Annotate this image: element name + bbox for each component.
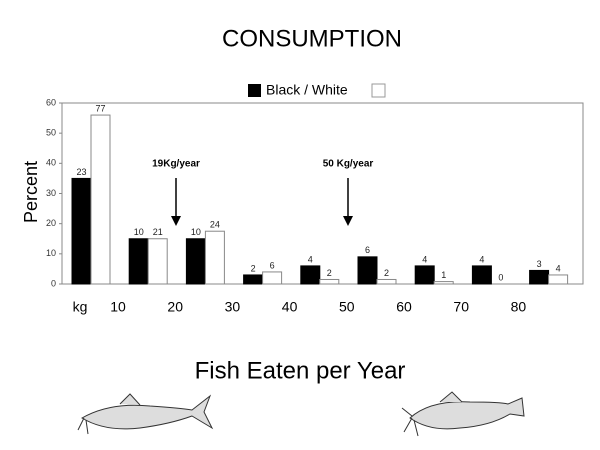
x-tick-label: 70 xyxy=(453,299,469,315)
data-label: 3 xyxy=(537,259,542,269)
bar xyxy=(90,114,111,285)
data-label: 23 xyxy=(76,167,86,177)
fish-illustration xyxy=(77,393,214,435)
x-tick-label: 60 xyxy=(396,299,412,315)
bar xyxy=(243,274,264,285)
bar xyxy=(433,281,454,285)
bar xyxy=(319,278,340,285)
bar xyxy=(185,238,206,285)
y-axis-label: Percent xyxy=(21,161,41,223)
legend-swatch xyxy=(248,84,261,97)
data-label: 77 xyxy=(95,103,105,113)
y-tick-label: 50 xyxy=(46,128,56,138)
chart-title: CONSUMPTION xyxy=(222,25,402,52)
x-axis-title: Fish Eaten per Year xyxy=(195,357,406,384)
y-tick-label: 60 xyxy=(46,97,56,107)
annotation: 19Kg/year xyxy=(152,159,200,170)
legend-label: Black / White xyxy=(266,82,348,98)
data-label: 6 xyxy=(270,260,275,270)
data-label: 21 xyxy=(153,227,163,237)
x-tick-label: 30 xyxy=(225,299,241,315)
bar xyxy=(300,265,321,285)
x-tick-label: 50 xyxy=(339,299,355,315)
data-label: 2 xyxy=(384,268,389,278)
data-label: 2 xyxy=(251,263,256,273)
x-tick-label: 80 xyxy=(511,299,527,315)
bar xyxy=(262,271,283,285)
y-tick-label: 0 xyxy=(51,278,56,288)
data-label: 4 xyxy=(422,254,427,264)
y-tick-label: 10 xyxy=(46,248,56,258)
y-tick-label: 20 xyxy=(46,218,56,228)
data-label: 6 xyxy=(365,245,370,255)
fish-illustration xyxy=(401,391,525,437)
arrow-head xyxy=(343,216,353,226)
x-tick-label: 40 xyxy=(282,299,298,315)
bar xyxy=(376,278,397,285)
arrow-head xyxy=(171,216,181,226)
bar xyxy=(357,256,378,285)
bar xyxy=(529,269,550,285)
y-tick-label: 30 xyxy=(46,188,56,198)
data-label: 1 xyxy=(441,270,446,280)
data-label: 10 xyxy=(134,227,144,237)
x-tick-label: kg xyxy=(73,299,88,315)
data-label: 4 xyxy=(308,254,313,264)
data-label: 0 xyxy=(498,272,503,282)
x-tick-label: 10 xyxy=(110,299,126,315)
legend-swatch xyxy=(371,83,386,98)
data-label: 2 xyxy=(327,268,332,278)
bar xyxy=(147,238,168,285)
data-label: 10 xyxy=(191,227,201,237)
bar xyxy=(471,265,492,285)
data-label: 24 xyxy=(210,220,220,230)
y-tick-label: 40 xyxy=(46,158,56,168)
x-tick-label: 20 xyxy=(167,299,183,315)
data-label: 4 xyxy=(556,263,561,273)
bar xyxy=(204,230,225,285)
data-label: 4 xyxy=(479,254,484,264)
bar xyxy=(414,265,435,285)
bar xyxy=(548,274,569,285)
bar xyxy=(128,238,149,285)
bar xyxy=(71,177,92,285)
annotation: 50 Kg/year xyxy=(323,159,374,170)
